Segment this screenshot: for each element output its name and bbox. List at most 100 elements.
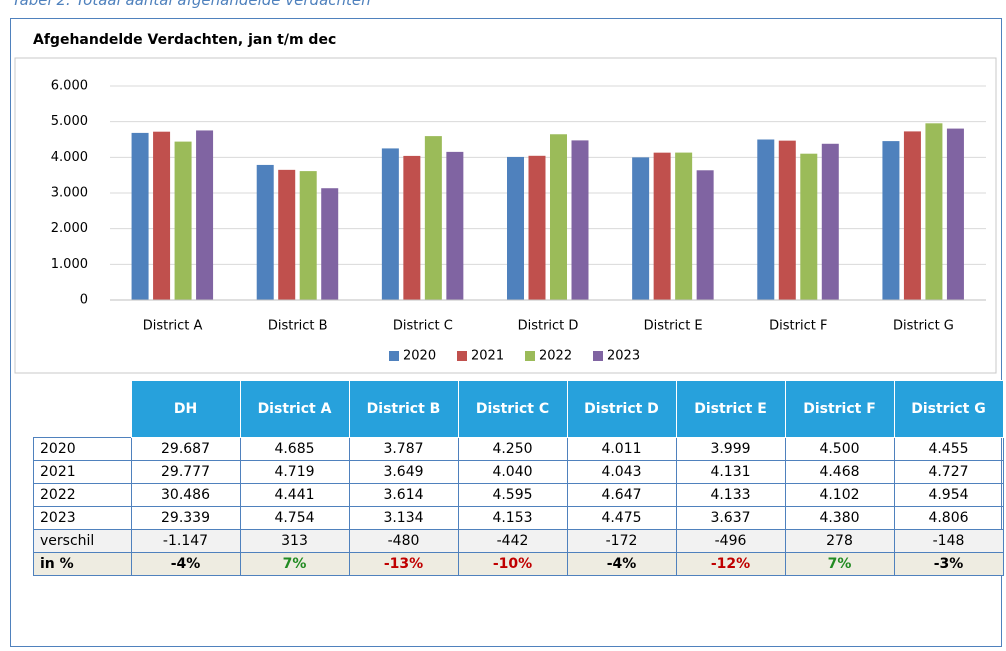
row-label: verschil: [33, 529, 132, 553]
table-cell: 4.727: [893, 460, 1004, 484]
legend-swatch: [593, 351, 603, 361]
x-tick-label: District D: [518, 319, 579, 334]
table-cell: 4.500: [784, 437, 895, 461]
table-cell: 4.647: [566, 483, 677, 507]
table-row: 2022 30.486 4.441 3.614 4.595 4.647 4.133 4.102…: [33, 483, 1004, 507]
frame: [10, 18, 1002, 647]
caption: Tabel 2: Totaal aantal afgehandelde verd…: [12, 0, 371, 9]
bar: [321, 188, 339, 300]
legend-label: 2021: [471, 349, 504, 364]
row-label: 2022: [33, 483, 132, 507]
table-cell: -12%: [675, 552, 786, 576]
table-cell: 3.649: [348, 460, 459, 484]
y-tick-label: 1.000: [51, 257, 88, 272]
bar: [528, 155, 546, 300]
table-cell: -496: [675, 529, 786, 553]
table-cell: 29.687: [130, 437, 241, 461]
header-cell: District B: [348, 380, 459, 438]
x-tick-label: District G: [893, 319, 954, 334]
legend-swatch: [457, 351, 467, 361]
legend-label: 2020: [403, 349, 436, 364]
table-cell: 3.999: [675, 437, 786, 461]
table-cell: 3.787: [348, 437, 459, 461]
table-cell: -442: [457, 529, 568, 553]
header-cell: District C: [457, 380, 568, 438]
table-cell: 4.754: [239, 506, 350, 530]
bar: [675, 152, 693, 300]
x-tick-label: District C: [393, 319, 453, 334]
header-corner: [33, 380, 131, 438]
table-cell: 4.719: [239, 460, 350, 484]
table-cell: 4.043: [566, 460, 677, 484]
y-tick-label: 0: [80, 293, 88, 308]
table-cell: -4%: [566, 552, 677, 576]
y-tick-label: 4.000: [51, 150, 88, 165]
header-cell: District D: [566, 380, 677, 438]
table-cell: 4.806: [893, 506, 1004, 530]
table-cell: 29.339: [130, 506, 241, 530]
bar: [196, 130, 214, 300]
table-cell: 7%: [239, 552, 350, 576]
table-cell: 4.250: [457, 437, 568, 461]
y-tick-label: 6.000: [51, 79, 88, 94]
bar: [946, 128, 964, 300]
table-cell: -3%: [893, 552, 1004, 576]
table-cell: 4.040: [457, 460, 568, 484]
row-label: 2023: [33, 506, 132, 530]
table-cell: 4.153: [457, 506, 568, 530]
table-cell: -4%: [130, 552, 241, 576]
bar: [632, 157, 650, 300]
bar: [403, 155, 421, 300]
bar: [256, 164, 274, 300]
bar: [507, 156, 524, 300]
table-cell: -480: [348, 529, 459, 553]
table-cell: 7%: [784, 552, 895, 576]
table-cell: 4.954: [893, 483, 1004, 507]
table-row: in % -4% 7% -13% -10% -4% -12% 7% -3%: [33, 552, 1004, 576]
bar: [925, 123, 943, 300]
bar: [446, 151, 464, 300]
table-cell: -172: [566, 529, 677, 553]
bar: [424, 136, 442, 300]
bar: [571, 140, 589, 300]
table-row: 2020 29.687 4.685 3.787 4.250 4.011 3.999 4.500…: [33, 437, 1004, 461]
table-cell: 4.595: [457, 483, 568, 507]
bar: [757, 139, 775, 300]
legend-label: 2023: [607, 349, 640, 364]
bar: [153, 131, 171, 300]
legend-label: 2022: [539, 349, 572, 364]
table-cell: 278: [784, 529, 895, 553]
bar: [778, 140, 796, 300]
header-cell: DH: [130, 380, 241, 438]
row-label: 2021: [33, 460, 132, 484]
table-cell: 4.468: [784, 460, 895, 484]
table-cell: 30.486: [130, 483, 241, 507]
bar: [550, 134, 567, 300]
legend-swatch: [525, 351, 535, 361]
table-cell: 4.133: [675, 483, 786, 507]
table-cell: -148: [893, 529, 1004, 553]
x-tick-label: District B: [268, 319, 328, 334]
table-cell: 4.102: [784, 483, 895, 507]
bar: [299, 171, 317, 300]
table-cell: 3.637: [675, 506, 786, 530]
bar: [903, 131, 921, 300]
bar: [800, 153, 818, 300]
table-cell: 4.441: [239, 483, 350, 507]
header-cell: District E: [675, 380, 786, 438]
bar: [653, 152, 671, 300]
bar: [131, 132, 149, 300]
bar: [381, 148, 399, 300]
header-cell: District G: [893, 380, 1004, 438]
legend-swatch: [389, 351, 399, 361]
table-cell: -13%: [348, 552, 459, 576]
table-cell: 4.131: [675, 460, 786, 484]
table-cell: 4.380: [784, 506, 895, 530]
bar: [821, 143, 839, 300]
header-cell: District F: [784, 380, 895, 438]
y-tick-label: 3.000: [51, 186, 88, 201]
table-cell: 4.455: [893, 437, 1004, 461]
table-cell: 4.475: [566, 506, 677, 530]
bar: [278, 169, 296, 300]
